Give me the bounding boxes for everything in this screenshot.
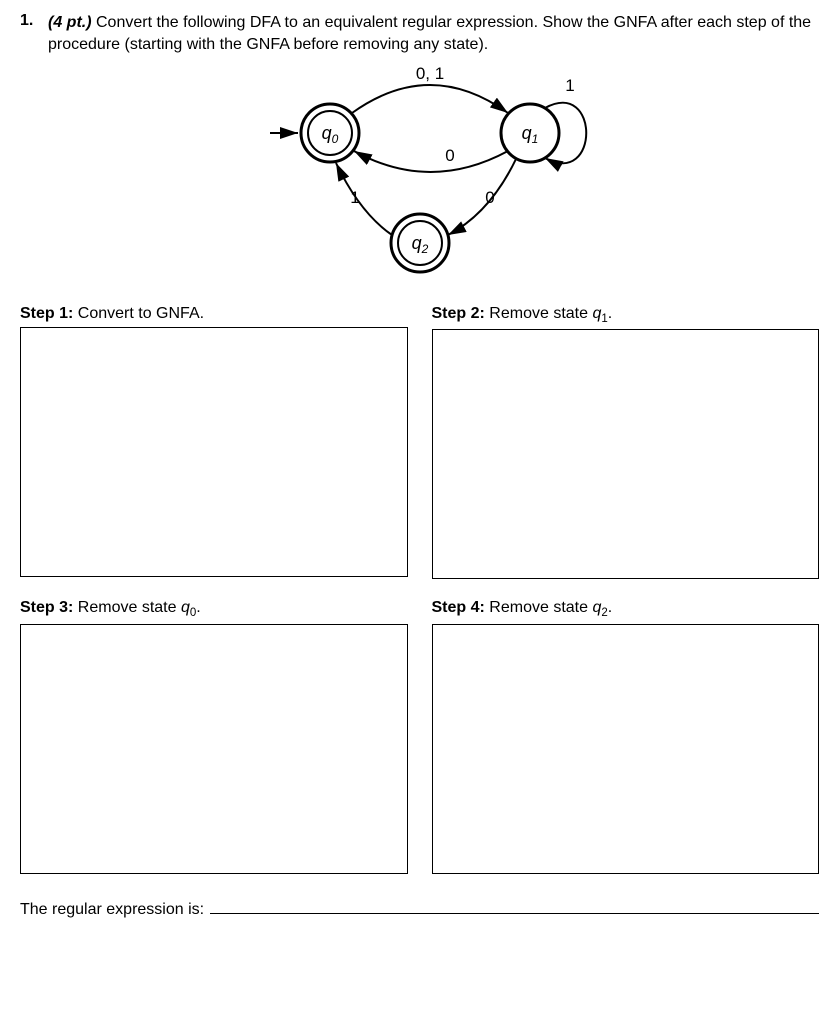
edge-q2-q0	[336, 163, 392, 235]
step-1-title: Step 1:	[20, 305, 73, 322]
step-4-prefix: Remove state	[485, 599, 593, 616]
step-2-label: Step 2: Remove state q1.	[432, 305, 820, 325]
step-3: Step 3: Remove state q0.	[20, 599, 408, 887]
step-4-suffix: .	[608, 599, 612, 616]
points-label: (4 pt.)	[48, 14, 92, 31]
question-header: 1. (4 pt.) Convert the following DFA to …	[20, 12, 819, 55]
step-1-rest: Convert to GNFA.	[73, 305, 204, 322]
step-4-label: Step 4: Remove state q2.	[432, 599, 820, 619]
edge-label-q1-loop: 1	[565, 76, 574, 95]
step-3-title: Step 3:	[20, 599, 73, 616]
edge-q1-q0	[354, 151, 508, 172]
steps-grid: Step 1: Convert to GNFA. Step 2: Remove …	[20, 305, 819, 887]
step-3-label: Step 3: Remove state q0.	[20, 599, 408, 619]
step-2-suffix: .	[608, 305, 612, 322]
step-1-label: Step 1: Convert to GNFA.	[20, 305, 408, 323]
edge-label-q2-q0: 1	[350, 188, 359, 207]
step-3-var: q	[181, 599, 190, 616]
question-prompt: Convert the following DFA to an equivale…	[48, 14, 811, 53]
dfa-diagram: 0, 1 1 0 0 1 q0 q1 q2	[20, 63, 819, 293]
step-2-box[interactable]	[432, 329, 820, 579]
step-4-box[interactable]	[432, 624, 820, 874]
step-4-title: Step 4:	[432, 599, 485, 616]
step-2: Step 2: Remove state q1.	[432, 305, 820, 593]
edge-q1-q2	[448, 159, 516, 235]
step-1-box[interactable]	[20, 327, 408, 577]
step-3-prefix: Remove state	[73, 599, 181, 616]
dfa-svg: 0, 1 1 0 0 1 q0 q1 q2	[210, 63, 630, 293]
step-2-title: Step 2:	[432, 305, 485, 322]
step-3-suffix: .	[196, 599, 200, 616]
answer-row: The regular expression is:	[20, 896, 819, 920]
step-1: Step 1: Convert to GNFA.	[20, 305, 408, 593]
edge-label-q1-q0: 0	[445, 146, 454, 165]
edge-q0-q1	[352, 85, 508, 113]
step-2-prefix: Remove state	[485, 305, 593, 322]
edge-label-q1-q2: 0	[485, 188, 494, 207]
answer-label: The regular expression is:	[20, 901, 204, 919]
step-3-box[interactable]	[20, 624, 408, 874]
question-text: (4 pt.) Convert the following DFA to an …	[48, 12, 819, 55]
edge-label-q0-q1: 0, 1	[415, 64, 443, 83]
question-number: 1.	[20, 12, 48, 30]
step-4: Step 4: Remove state q2.	[432, 599, 820, 887]
answer-blank-line[interactable]	[210, 896, 819, 915]
